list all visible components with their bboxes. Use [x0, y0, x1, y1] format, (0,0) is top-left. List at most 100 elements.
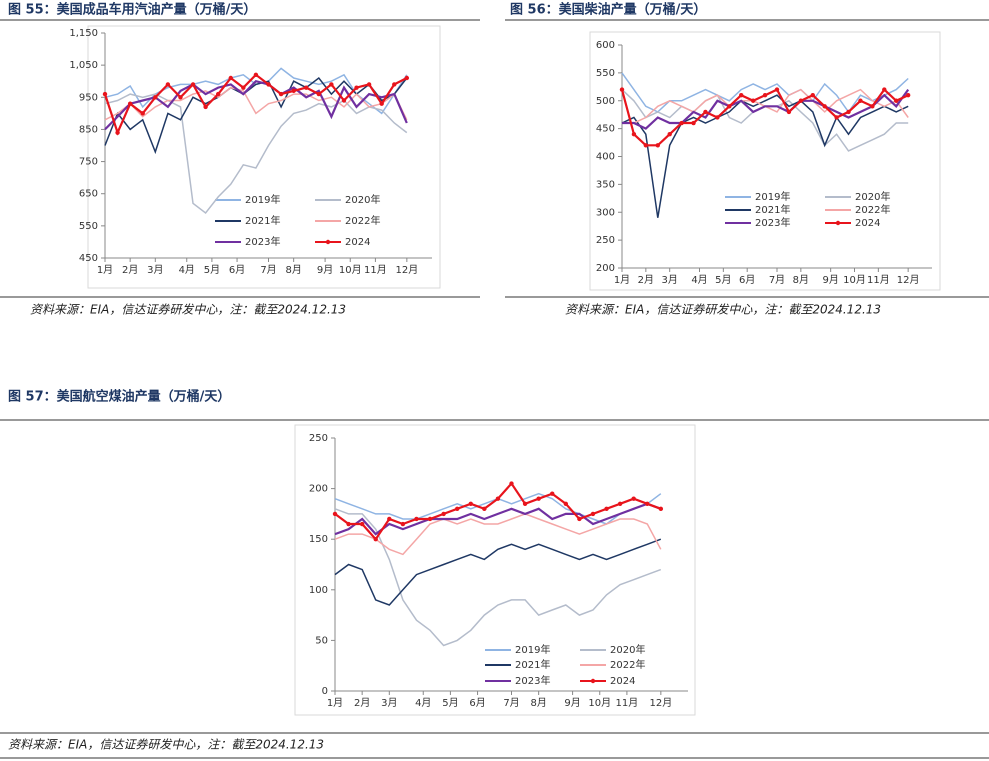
legend-label: 2020年 — [610, 643, 645, 656]
y-tick-label: 950 — [79, 92, 98, 103]
legend-marker — [590, 678, 596, 684]
point — [441, 511, 446, 517]
point — [115, 130, 120, 135]
point — [617, 501, 623, 506]
series-line — [334, 508, 662, 647]
y-tick-label: 500 — [596, 96, 615, 107]
series-line — [334, 502, 662, 536]
y-tick-label: 100 — [309, 585, 328, 596]
x-tick-label: 3月 — [662, 274, 678, 286]
point — [658, 506, 664, 512]
x-tick-label: 4月 — [691, 274, 707, 286]
point — [366, 82, 372, 87]
y-tick-label: 200 — [596, 263, 615, 274]
point — [329, 82, 334, 87]
point — [882, 87, 887, 92]
point — [253, 72, 259, 77]
point — [241, 85, 246, 90]
point — [346, 521, 351, 527]
point — [203, 104, 208, 110]
y-tick-label: 250 — [596, 235, 615, 246]
legend-label: 2023年 — [755, 216, 790, 229]
y-tick-label: 1,150 — [69, 28, 98, 39]
point — [577, 516, 582, 522]
figure-frame — [589, 31, 941, 291]
point — [354, 85, 359, 90]
point — [373, 537, 378, 542]
legend-label: 2022年 — [610, 658, 645, 671]
x-tick-label: 11月 — [616, 697, 639, 709]
point — [127, 101, 133, 106]
y-tick-label: 400 — [596, 152, 615, 163]
x-tick-label: 6月 — [739, 274, 755, 286]
point — [631, 132, 637, 137]
legend-marker — [325, 239, 331, 245]
point — [631, 496, 636, 501]
point — [810, 92, 815, 98]
x-tick-label: 10月 — [339, 264, 362, 276]
point — [619, 87, 625, 92]
x-tick-label: 11月 — [364, 264, 387, 276]
point — [798, 98, 804, 103]
x-tick-label: 10月 — [843, 274, 866, 286]
point — [316, 91, 322, 97]
point — [140, 111, 145, 116]
y-tick-label: 650 — [79, 189, 98, 200]
point — [190, 82, 196, 87]
x-tick-label: 4月 — [415, 697, 431, 709]
point — [414, 516, 419, 522]
legend-label: 2021年 — [245, 214, 280, 227]
legend-label: 2019年 — [515, 643, 550, 656]
point — [750, 98, 756, 103]
point — [739, 92, 744, 98]
point — [178, 95, 183, 100]
x-tick-label: 5月 — [204, 264, 220, 276]
point — [495, 496, 501, 501]
chart-title: 图 56：美国柴油产量（万桶/天） — [510, 2, 706, 18]
x-tick-label: 6月 — [469, 697, 485, 709]
y-tick-label: 0 — [322, 686, 328, 697]
x-tick-label: 7月 — [503, 697, 519, 709]
legend-marker — [835, 220, 841, 226]
x-tick-label: 9月 — [564, 697, 580, 709]
source-note: 资料来源：EIA，信达证券研发中心，注：截至2024.12.13 — [565, 303, 881, 317]
point — [550, 491, 555, 496]
x-tick-label: 2月 — [354, 697, 370, 709]
point — [392, 82, 397, 87]
x-tick-label: 1月 — [614, 274, 630, 286]
point — [359, 521, 365, 527]
point — [165, 82, 171, 87]
point — [379, 101, 384, 106]
figure-frame — [294, 424, 696, 716]
series-line — [622, 88, 910, 130]
series-line — [104, 76, 408, 155]
point — [762, 92, 768, 98]
series-line — [104, 86, 408, 121]
x-tick-label: 8月 — [793, 274, 809, 286]
series-line — [104, 93, 408, 215]
y-tick-label: 550 — [79, 221, 98, 232]
y-tick-label: 750 — [79, 157, 98, 168]
x-tick-label: 5月 — [442, 697, 458, 709]
point — [822, 104, 827, 109]
x-tick-label: 6月 — [229, 264, 245, 276]
series-line — [334, 481, 662, 541]
point — [786, 109, 792, 115]
point — [715, 115, 720, 120]
y-tick-label: 450 — [79, 253, 98, 264]
point — [643, 143, 649, 148]
point — [590, 511, 596, 517]
y-tick-label: 250 — [309, 433, 328, 444]
point — [894, 98, 899, 103]
point — [774, 87, 780, 92]
x-tick-label: 9月 — [317, 264, 333, 276]
point — [228, 75, 233, 81]
x-tick-label: 4月 — [179, 264, 195, 276]
point — [536, 496, 541, 501]
point — [400, 521, 406, 527]
chart-title: 图 57：美国航空煤油产量（万桶/天） — [8, 389, 230, 405]
point — [858, 98, 863, 103]
point — [482, 506, 487, 512]
point — [454, 506, 460, 512]
y-tick-label: 1,050 — [69, 60, 98, 71]
